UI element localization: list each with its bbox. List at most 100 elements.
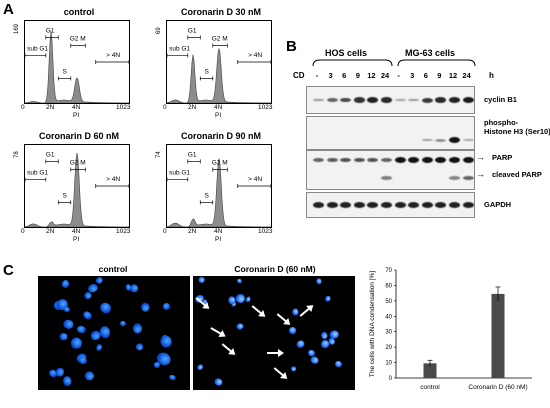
cd-label: CD: [293, 71, 305, 80]
nucleus: [294, 338, 306, 349]
histogram-xmin: 0: [163, 228, 167, 235]
blot-band: [408, 98, 420, 102]
y-axis-label: The cells with DNA condensation [%]: [369, 271, 376, 377]
gate-s-label: S: [62, 192, 67, 199]
blot-band: [462, 202, 474, 208]
blot-band: [394, 98, 406, 102]
histogram-title: Coronarin D 90 nM: [180, 131, 261, 141]
nucleus: [168, 373, 178, 382]
gate-gt4n-label: > 4N: [248, 176, 262, 183]
blot-band: [381, 97, 392, 103]
blot-band: [313, 98, 324, 102]
panel-letter-b: B: [286, 38, 297, 55]
histogram-1: control 169 sub G1 G1 S G2 M > 4N 0 2N 4N 1023 PI: [12, 7, 146, 130]
lane-label: 3: [328, 71, 333, 80]
blot-band: [435, 138, 447, 142]
histogram-4n: 4N: [72, 104, 81, 111]
nucleus: [63, 306, 71, 313]
gate-gt4n-label: > 4N: [248, 52, 262, 59]
histogram-title: control: [63, 7, 95, 17]
y-tick-label: 10: [385, 361, 392, 367]
histogram-ymax: 169: [14, 23, 20, 34]
nucleus: [60, 279, 70, 289]
blot-band: [449, 176, 460, 180]
y-tick-label: 0: [389, 376, 393, 382]
blot-row: [306, 150, 475, 190]
nucleus: [159, 334, 173, 348]
lane-label: 12: [367, 71, 376, 80]
lane-label: -: [315, 71, 319, 80]
nucleus: [290, 365, 297, 372]
nucleus: [198, 276, 207, 284]
histogram-4n: 4N: [214, 104, 223, 111]
blot-band: [421, 97, 433, 103]
protein-label: phospho- Histone H3 (Ser10): [484, 118, 550, 136]
blot-band: [340, 202, 352, 208]
blot-band: [340, 97, 352, 103]
histogram-plot: sub G1 G1 S G2 M > 4N: [24, 144, 130, 228]
micrograph-control: [38, 276, 190, 390]
blot-band: [340, 157, 352, 163]
bar: [491, 293, 505, 378]
histogram-xmax: 1023: [116, 104, 131, 111]
arrow-icon: [251, 305, 264, 316]
hos-label: HOS cells: [325, 48, 368, 58]
histogram-curve: [167, 158, 271, 227]
blot-band: [353, 97, 365, 103]
gate-subg1-label: sub G1: [27, 170, 48, 177]
mg63-label: MG-63 cells: [405, 48, 456, 58]
histogram-3: Coronarin D 60 nM 78 sub G1 G1 S G2 M > 4N 0 2N 4…: [12, 131, 146, 254]
arrow-icon: [276, 313, 289, 324]
blot-band: [462, 138, 474, 142]
nucleus: [287, 325, 298, 336]
gate-s-label: S: [62, 68, 67, 75]
histogram-2: Coronarin D 30 nM 69 sub G1 G1 S G2 M > 4N 0 2N 4…: [154, 7, 288, 130]
y-tick-label: 70: [385, 268, 392, 274]
nucleus: [320, 330, 329, 340]
blot-band: [367, 202, 379, 208]
nucleus: [235, 322, 244, 331]
blot-band: [435, 97, 447, 103]
histogram-xmax: 1023: [258, 104, 273, 111]
lane-label: 6: [342, 71, 347, 80]
panel-letter-a: A: [3, 1, 14, 18]
y-tick-label: 30: [385, 330, 392, 336]
blot-band: [462, 176, 474, 180]
blot-band: [449, 97, 460, 103]
nucleus: [244, 296, 252, 304]
histogram-2n: 2N: [188, 228, 197, 235]
blot-band: [313, 158, 324, 162]
blot-band: [421, 157, 433, 163]
blot-row: [306, 116, 475, 150]
gate-s-label: S: [204, 192, 209, 199]
histogram-plot: sub G1 G1 S G2 M > 4N: [24, 20, 130, 104]
nucleus: [134, 342, 144, 352]
histogram-xmax: 1023: [116, 228, 131, 235]
blot-band: [353, 157, 365, 163]
gate-g1-label: G1: [46, 27, 55, 34]
arrow-icon: [273, 367, 286, 378]
nucleus: [334, 359, 343, 369]
micrograph-left-title: control: [98, 264, 128, 274]
histogram-xmax: 1023: [258, 228, 273, 235]
blot-band: [449, 157, 460, 163]
nucleus: [76, 324, 87, 334]
histogram-ymax: 69: [156, 27, 162, 34]
y-tick-label: 50: [385, 299, 392, 305]
nucleus: [196, 363, 205, 371]
blot-band: [449, 137, 460, 143]
nucleus: [61, 375, 72, 387]
histogram-2n: 2N: [188, 104, 197, 111]
protein-arrow-icon: →: [476, 169, 485, 179]
y-tick-label: 40: [385, 314, 392, 320]
nucleus: [94, 276, 104, 285]
lane-label: 3: [410, 71, 415, 80]
histogram-xaxis-label: PI: [73, 112, 80, 119]
blot-band: [394, 157, 406, 163]
blot-band: [394, 202, 406, 208]
y-tick-label: 20: [385, 345, 392, 351]
nucleus: [140, 302, 151, 313]
cell-line-brackets: [312, 59, 476, 67]
gate-gt4n-label: > 4N: [106, 176, 120, 183]
nucleus: [236, 278, 243, 285]
